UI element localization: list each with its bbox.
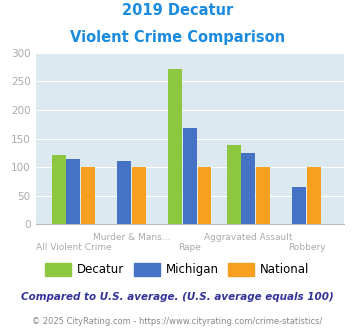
Bar [307,167,321,224]
Bar [226,146,241,224]
Bar [197,167,212,224]
Text: Compared to U.S. average. (U.S. average equals 100): Compared to U.S. average. (U.S. average … [21,292,334,302]
Bar [52,155,66,224]
Legend: Decatur, Michigan, National: Decatur, Michigan, National [41,258,314,281]
Bar [81,167,95,224]
Bar [132,167,146,224]
Text: Robbery: Robbery [288,243,325,251]
Bar [183,128,197,224]
Text: Rape: Rape [179,243,201,251]
Text: Murder & Mans...: Murder & Mans... [93,233,170,242]
Bar [168,69,182,224]
Bar [118,161,131,224]
Bar [256,167,270,224]
Text: 2019 Decatur: 2019 Decatur [122,3,233,18]
Text: Violent Crime Comparison: Violent Crime Comparison [70,30,285,45]
Bar [292,187,306,224]
Text: Aggravated Assault: Aggravated Assault [204,233,293,242]
Bar [241,153,255,224]
Text: All Violent Crime: All Violent Crime [36,243,111,251]
Bar [66,159,80,224]
Text: © 2025 CityRating.com - https://www.cityrating.com/crime-statistics/: © 2025 CityRating.com - https://www.city… [32,317,323,326]
